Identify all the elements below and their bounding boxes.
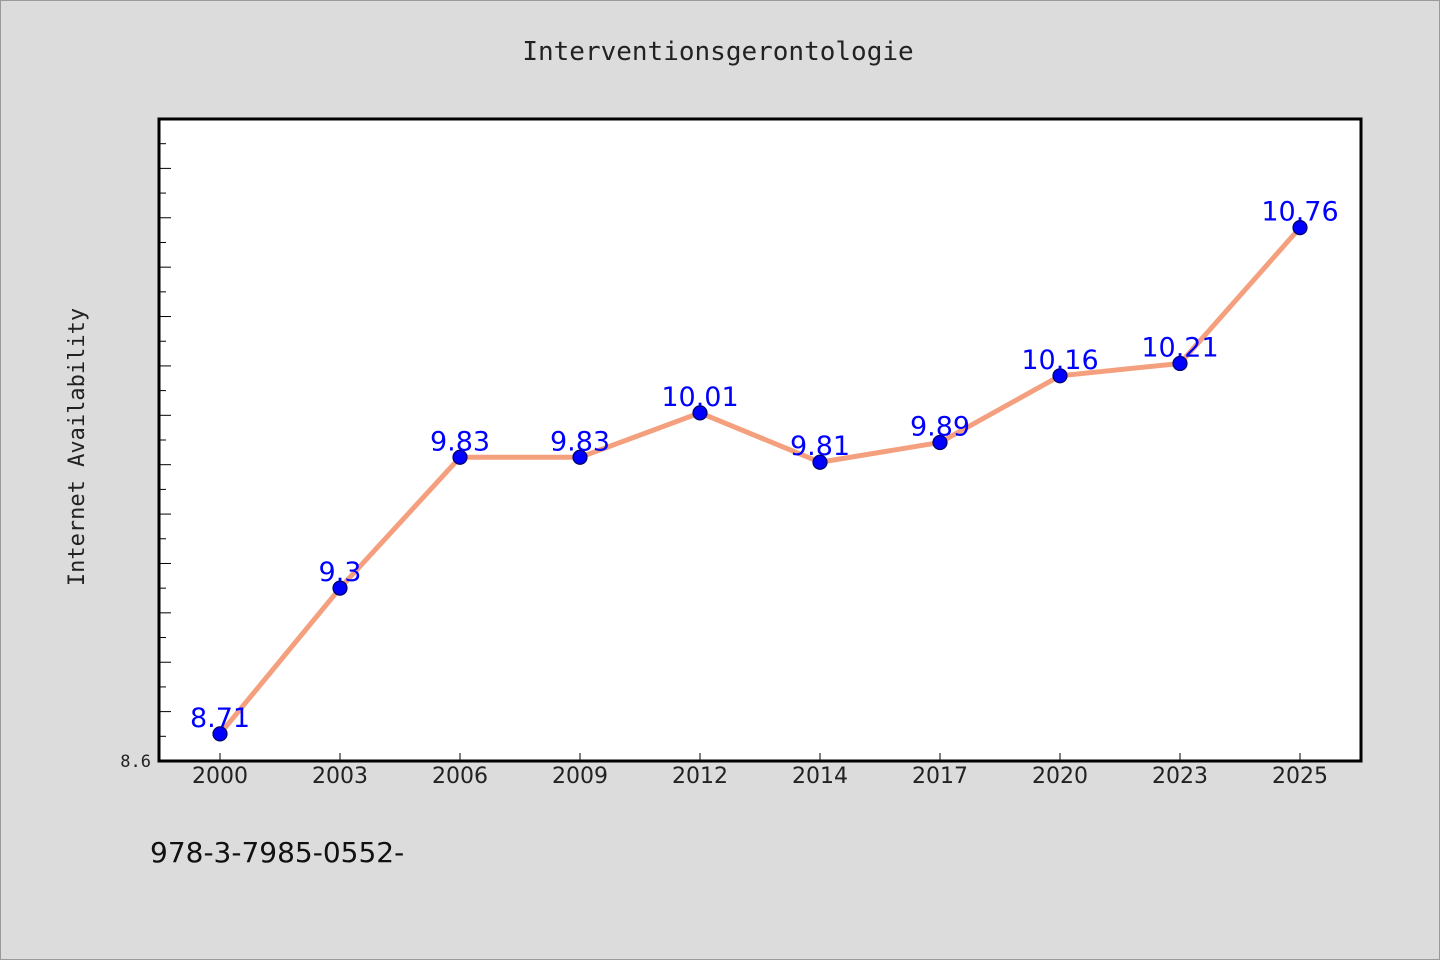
- y-axis-label: Internet Availability: [65, 308, 90, 586]
- data-label: 9.83: [430, 426, 490, 457]
- x-tick-label: 2020: [1032, 764, 1088, 789]
- data-label: 10.21: [1141, 332, 1218, 363]
- data-point-marker: [1172, 355, 1188, 372]
- x-tick-label: 2009: [552, 764, 608, 789]
- x-tick-label: 2025: [1272, 764, 1328, 789]
- x-tick-label: 2017: [912, 764, 968, 789]
- x-tick-label: 2014: [792, 764, 848, 789]
- data-label: 9.83: [550, 426, 610, 457]
- x-tick-label: 2000: [192, 764, 248, 789]
- plot-border: [157, 117, 1363, 763]
- x-tick-label: 2006: [432, 764, 488, 789]
- data-label: 10.16: [1021, 345, 1098, 376]
- y-tick-labels: 8.6: [120, 752, 151, 772]
- data-point-marker: [1292, 220, 1308, 236]
- data-point-marker: [332, 580, 348, 596]
- series-markers: [212, 220, 1308, 742]
- x-tick-label: 2023: [1152, 764, 1208, 789]
- data-label: 10.76: [1261, 197, 1338, 228]
- x-tick-label: 2012: [672, 764, 728, 789]
- chart-title: Interventionsgerontologie: [522, 37, 913, 67]
- y-tick-label: 8.6: [120, 752, 151, 772]
- data-label: 9.81: [790, 431, 850, 462]
- series-line: [218, 225, 1302, 736]
- x-tick-label: 2003: [312, 764, 368, 789]
- data-label: 10.01: [661, 382, 738, 413]
- data-point-marker: [572, 449, 588, 465]
- data-point-marker: [1052, 368, 1068, 384]
- series-polyline: [218, 225, 1302, 736]
- data-label: 8.71: [190, 703, 250, 734]
- data-label: 9.3: [319, 557, 362, 588]
- footer-text: 978-3-7985-0552-: [150, 836, 404, 869]
- data-point-marker: [812, 454, 828, 470]
- data-label: 9.89: [910, 411, 970, 442]
- x-tick-labels: 2000 2003 2006 2009 2012 2014 2017 2020 2023 2025: [192, 764, 1328, 789]
- data-labels: 8.71 9.3 9.83 9.83 10.01 9.81 9.89 10.16 10.21 10…: [190, 197, 1339, 734]
- data-point-marker: [212, 726, 228, 742]
- data-point-marker: [932, 434, 948, 451]
- data-point-marker: [452, 449, 468, 465]
- data-point-marker: [692, 405, 708, 421]
